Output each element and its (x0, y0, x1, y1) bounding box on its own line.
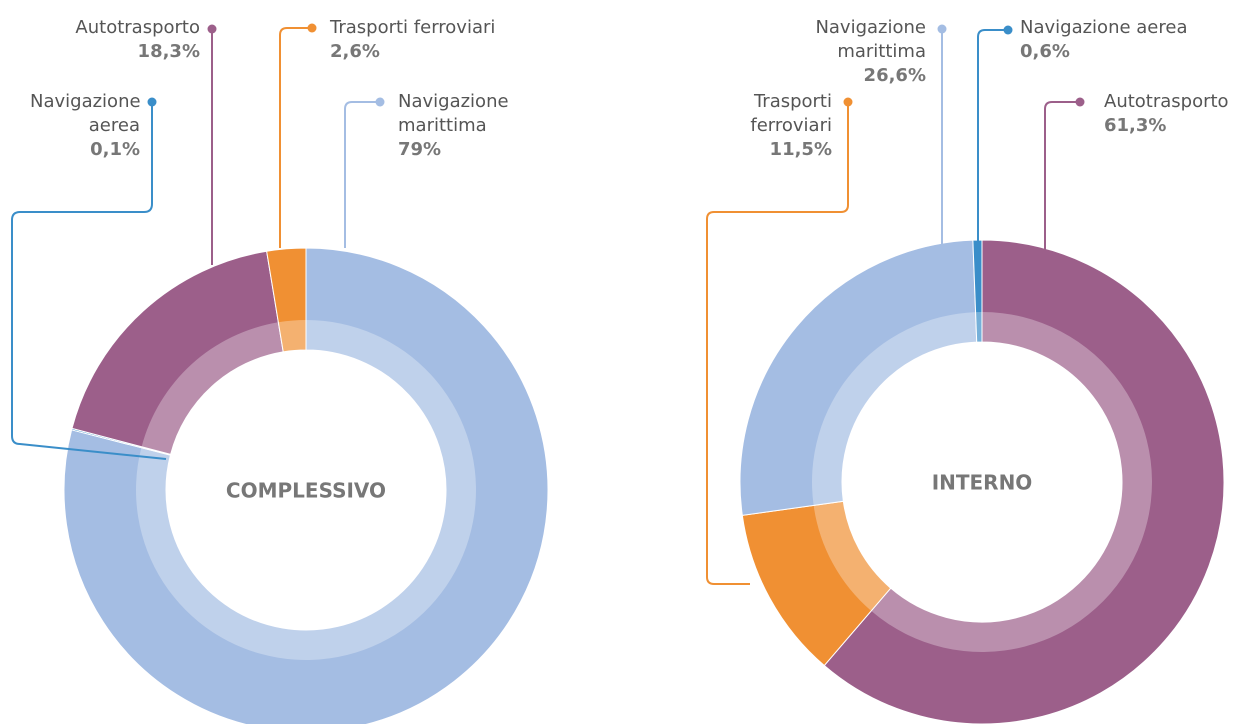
leader-line (11, 102, 167, 460)
donut-segment (739, 239, 978, 516)
segment-name: Navigazione aerea (30, 91, 141, 136)
donut-inner-band (278, 320, 306, 352)
leader-dot (1075, 97, 1085, 107)
segment-label: Autotrasporto 18,3% (0, 16, 200, 64)
donut-inner-band (141, 322, 284, 455)
segment-label: Autotrasporto 61,3% (1104, 90, 1240, 138)
chart-center-title: COMPLESSIVO (226, 479, 386, 503)
segment-value: 0,1% (90, 139, 140, 160)
segment-value: 26,6% (863, 65, 926, 86)
segment-label: Trasporti ferroviari 2,6% (330, 16, 590, 64)
segment-name: Navigazione marittima (398, 91, 509, 136)
segment-value: 11,5% (769, 139, 832, 160)
segment-value: 0,6% (1020, 41, 1070, 62)
segment-label: Navigazione marittima 26,6% (790, 16, 926, 88)
donut-inner-band (871, 312, 1152, 652)
segment-name: Autotrasporto (1104, 91, 1229, 112)
segment-name: Trasporti ferroviari (750, 91, 832, 136)
segment-name: Navigazione aerea (1020, 17, 1188, 38)
donut-inner-band (975, 312, 982, 343)
leader-line (977, 29, 1008, 246)
segment-name: Navigazione marittima (815, 17, 926, 62)
donut-segment (972, 239, 983, 343)
segment-label: Navigazione aerea 0,6% (1020, 16, 1220, 64)
segment-label: Trasporti ferroviari 11,5% (720, 90, 832, 162)
donut-segment (63, 247, 549, 724)
leader-line (344, 101, 380, 248)
leader-dot (147, 97, 157, 107)
segment-value: 18,3% (137, 41, 200, 62)
leader-dot (375, 97, 385, 107)
leader-dot (843, 97, 853, 107)
leader-line (279, 27, 312, 248)
donut-segment (823, 239, 1225, 724)
leader-line (1044, 101, 1080, 250)
segment-name: Autotrasporto (75, 17, 200, 38)
segment-value: 2,6% (330, 41, 380, 62)
donut-inner-band (812, 312, 977, 506)
donut-segment (71, 250, 284, 455)
chart-center-title: INTERNO (932, 471, 1033, 495)
segment-label: Navigazione aerea 0,1% (30, 90, 141, 162)
donut-inner-band (813, 501, 891, 611)
leader-dot (207, 24, 217, 34)
leader-dot (1003, 25, 1013, 35)
leader-dot (307, 23, 317, 33)
segment-label: Navigazione marittima 79% (398, 90, 538, 162)
segment-value: 61,3% (1104, 115, 1167, 136)
segment-name: Trasporti ferroviari (330, 17, 496, 38)
segment-value: 79% (398, 139, 442, 160)
leader-line (706, 102, 849, 585)
leader-dot (937, 24, 947, 34)
donut-segment (266, 247, 307, 353)
